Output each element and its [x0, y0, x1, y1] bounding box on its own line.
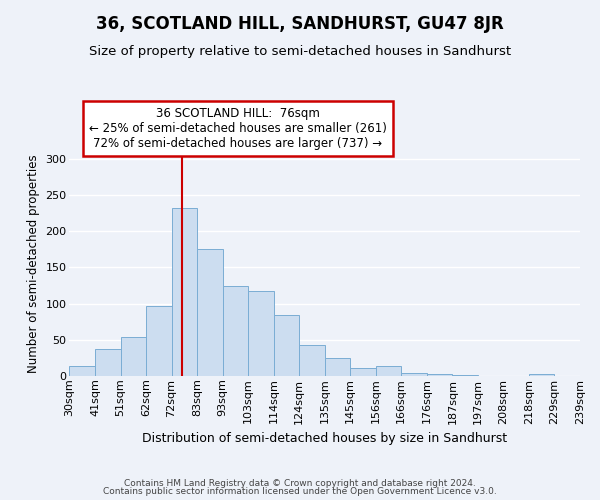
Bar [325, 358, 350, 376]
Text: Contains HM Land Registry data © Crown copyright and database right 2024.: Contains HM Land Registry data © Crown c… [124, 478, 476, 488]
Bar [401, 373, 427, 376]
Bar [427, 374, 452, 376]
Bar [197, 248, 223, 376]
Text: 36, SCOTLAND HILL, SANDHURST, GU47 8JR: 36, SCOTLAND HILL, SANDHURST, GU47 8JR [96, 15, 504, 33]
Bar [248, 290, 274, 376]
Bar [172, 208, 197, 376]
Bar [223, 286, 248, 376]
Bar [146, 306, 172, 376]
Bar [350, 368, 376, 376]
Bar [274, 315, 299, 376]
Bar [121, 338, 146, 376]
Y-axis label: Number of semi-detached properties: Number of semi-detached properties [27, 154, 40, 373]
Text: 36 SCOTLAND HILL:  76sqm
← 25% of semi-detached houses are smaller (261)
72% of : 36 SCOTLAND HILL: 76sqm ← 25% of semi-de… [89, 106, 387, 150]
Bar [299, 346, 325, 376]
Bar [376, 366, 401, 376]
X-axis label: Distribution of semi-detached houses by size in Sandhurst: Distribution of semi-detached houses by … [142, 432, 507, 445]
Bar [452, 375, 478, 376]
Text: Size of property relative to semi-detached houses in Sandhurst: Size of property relative to semi-detach… [89, 45, 511, 58]
Text: Contains public sector information licensed under the Open Government Licence v3: Contains public sector information licen… [103, 487, 497, 496]
Bar [70, 366, 95, 376]
Bar [529, 374, 554, 376]
Bar [95, 349, 121, 376]
